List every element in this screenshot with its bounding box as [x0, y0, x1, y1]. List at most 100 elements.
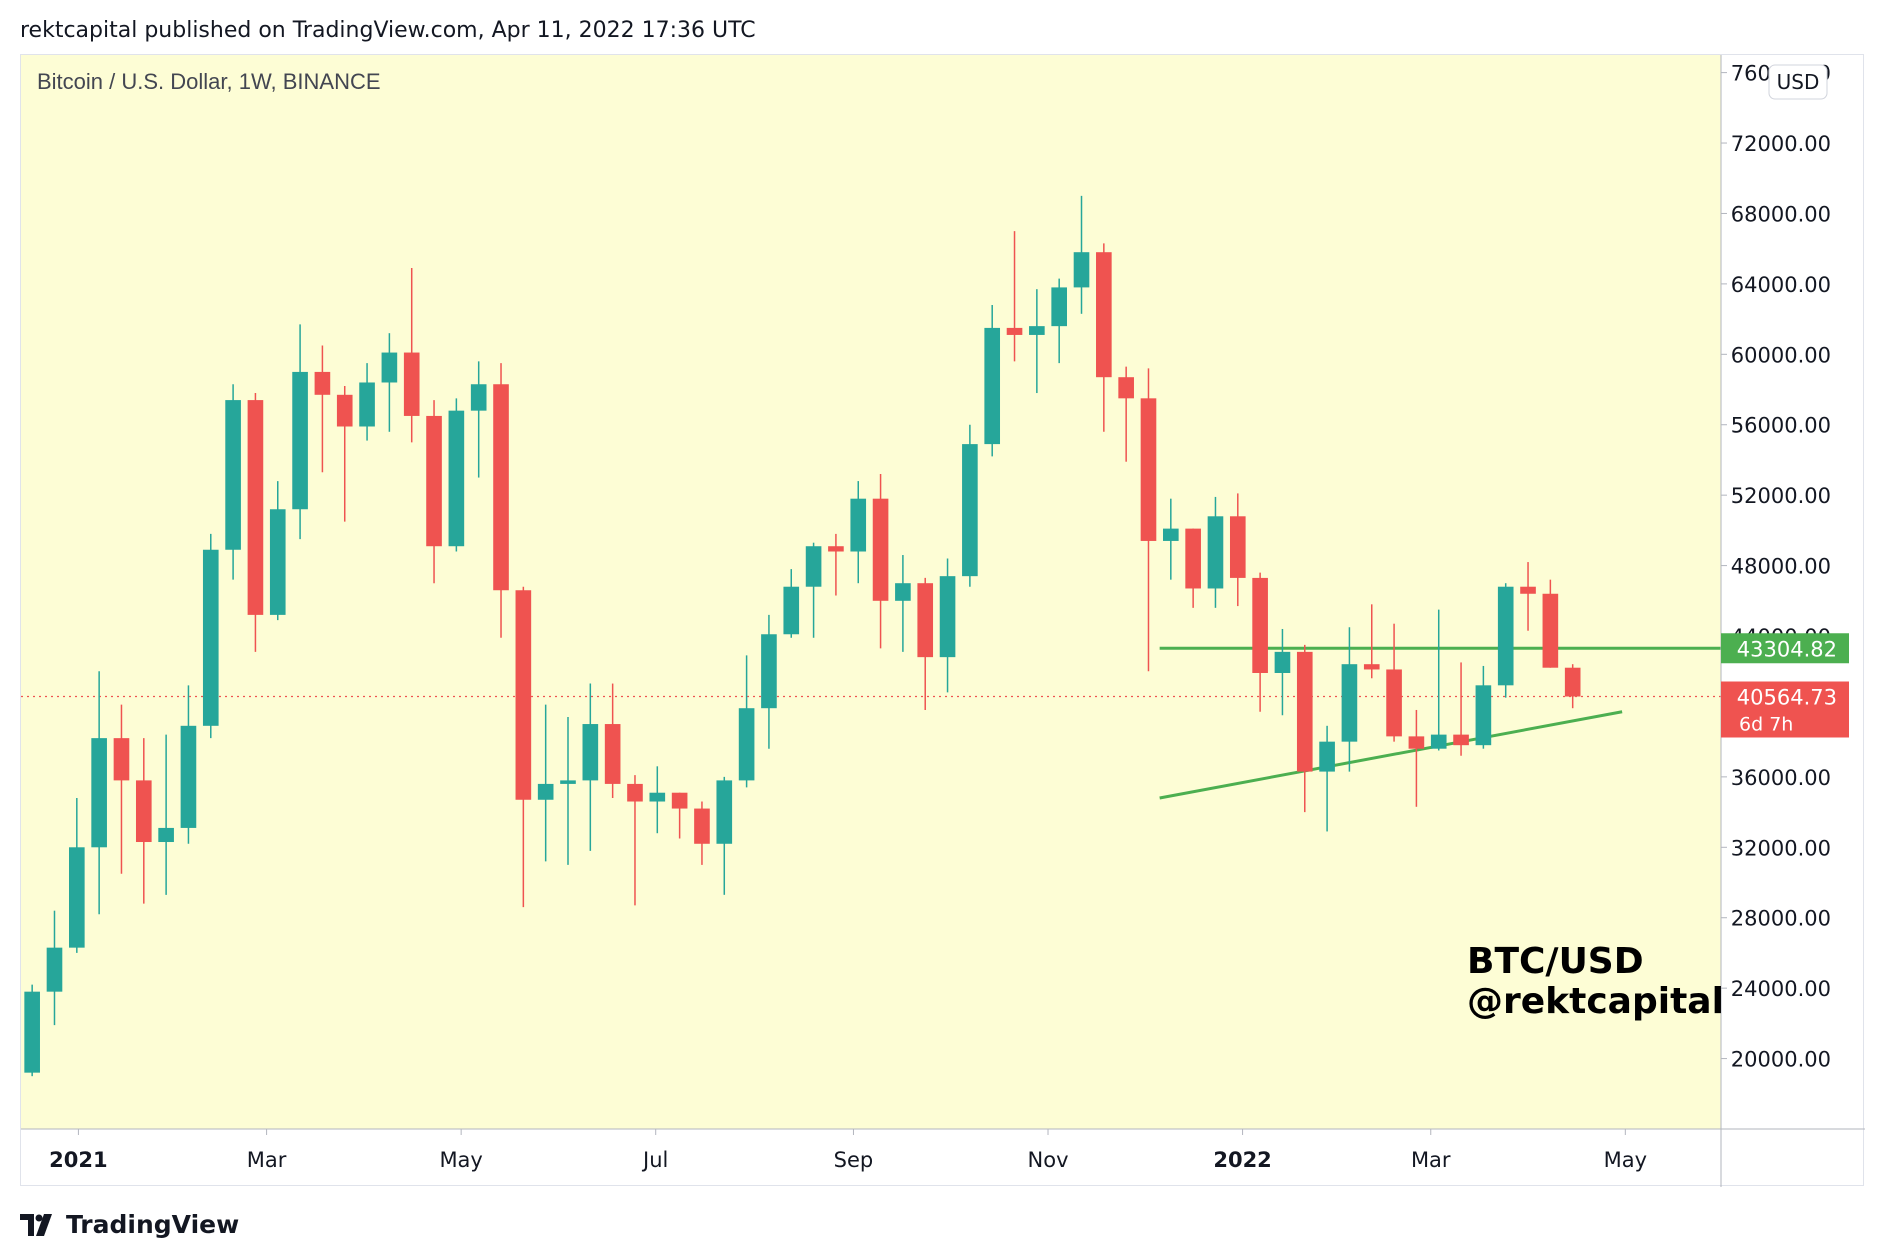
candle-body[interactable] — [895, 583, 911, 601]
candle-body[interactable] — [939, 576, 956, 658]
candle-body[interactable] — [1296, 651, 1313, 772]
candle-body[interactable] — [381, 352, 398, 383]
candle[interactable] — [1207, 496, 1224, 608]
candle[interactable] — [939, 558, 956, 693]
candle-body[interactable] — [269, 509, 286, 615]
candle[interactable] — [1319, 725, 1335, 832]
candle[interactable] — [426, 400, 442, 584]
candle[interactable] — [1497, 583, 1514, 698]
candle-body[interactable] — [716, 780, 733, 844]
candle[interactable] — [850, 481, 867, 584]
candle[interactable] — [1564, 664, 1581, 709]
candle[interactable] — [649, 766, 666, 834]
candle-body[interactable] — [1386, 669, 1402, 737]
candle-body[interactable] — [761, 634, 777, 709]
candle-body[interactable] — [1162, 528, 1179, 541]
candle-body[interactable] — [1408, 736, 1425, 749]
candle[interactable] — [1520, 562, 1536, 631]
candle[interactable] — [828, 533, 844, 596]
candle-body[interactable] — [292, 371, 308, 510]
candle-body[interactable] — [314, 371, 331, 395]
candle[interactable] — [1252, 572, 1268, 712]
candle-body[interactable] — [627, 783, 643, 802]
candle-body[interactable] — [1029, 326, 1045, 335]
candle[interactable] — [984, 305, 1001, 457]
candle-body[interactable] — [202, 549, 219, 726]
candle[interactable] — [448, 398, 465, 552]
candle-body[interactable] — [113, 738, 130, 781]
candle[interactable] — [24, 984, 40, 1077]
candle[interactable] — [1029, 289, 1045, 394]
candle[interactable] — [1475, 665, 1492, 749]
candle-body[interactable] — [1542, 593, 1559, 668]
candle-body[interactable] — [135, 780, 152, 843]
candle[interactable] — [1118, 366, 1134, 462]
candle-body[interactable] — [582, 724, 599, 781]
candle-body[interactable] — [426, 415, 442, 547]
ascending-trendline[interactable] — [1159, 710, 1623, 800]
candle-body[interactable] — [1073, 252, 1090, 288]
candle[interactable] — [1229, 493, 1246, 607]
candle-body[interactable] — [604, 724, 621, 784]
candle-body[interactable] — [1051, 287, 1067, 327]
candle[interactable] — [113, 704, 130, 874]
candle[interactable] — [91, 671, 107, 915]
candle-body[interactable] — [984, 327, 1001, 445]
candle-body[interactable] — [1252, 577, 1268, 673]
candle[interactable] — [1430, 609, 1447, 751]
candle-body[interactable] — [828, 546, 844, 552]
candle[interactable] — [627, 775, 643, 906]
candle[interactable] — [1006, 231, 1023, 362]
candle-body[interactable] — [1520, 586, 1536, 594]
candle-body[interactable] — [336, 394, 353, 427]
candle[interactable] — [805, 542, 822, 638]
candle-body[interactable] — [694, 808, 710, 844]
candle[interactable] — [359, 363, 375, 441]
candle-body[interactable] — [1229, 516, 1246, 578]
candle[interactable] — [292, 324, 308, 540]
candle[interactable] — [46, 910, 63, 1026]
candle[interactable] — [336, 386, 353, 522]
candle[interactable] — [1341, 627, 1358, 772]
candle[interactable] — [1274, 628, 1291, 716]
candle[interactable] — [604, 683, 621, 798]
candle-body[interactable] — [158, 827, 174, 843]
candle-body[interactable] — [1564, 667, 1581, 697]
candle[interactable] — [716, 776, 733, 895]
candle[interactable] — [738, 655, 755, 788]
candle[interactable] — [917, 577, 934, 710]
candle-body[interactable] — [1185, 528, 1201, 589]
candle-body[interactable] — [738, 708, 755, 781]
candle[interactable] — [962, 424, 978, 587]
candle[interactable] — [1296, 644, 1313, 813]
candle[interactable] — [314, 345, 331, 473]
candle[interactable] — [1162, 498, 1179, 580]
candle-body[interactable] — [783, 586, 800, 635]
candle[interactable] — [1073, 195, 1090, 314]
candle-body[interactable] — [850, 498, 867, 552]
candle-body[interactable] — [1319, 741, 1335, 772]
candle-body[interactable] — [403, 352, 420, 416]
candle[interactable] — [158, 734, 174, 895]
candle-body[interactable] — [872, 498, 889, 601]
candle[interactable] — [225, 384, 241, 580]
candle[interactable] — [560, 717, 576, 865]
candle-body[interactable] — [359, 382, 375, 427]
candle-body[interactable] — [69, 847, 85, 948]
candle[interactable] — [1051, 278, 1067, 364]
chart-frame[interactable]: 20000.00 24000.00 28000.00 32000.00 36000.00… — [20, 54, 1865, 1187]
candle-body[interactable] — [649, 792, 666, 802]
candle[interactable] — [1096, 243, 1112, 432]
candle-body[interactable] — [1274, 651, 1291, 673]
candle-body[interactable] — [515, 590, 532, 800]
candle-body[interactable] — [91, 738, 107, 848]
currency-badge[interactable]: USD — [1768, 64, 1828, 100]
candle[interactable] — [1542, 579, 1559, 668]
candle-body[interactable] — [493, 384, 509, 591]
candle-body[interactable] — [805, 546, 822, 587]
candle[interactable] — [671, 792, 688, 839]
candle-body[interactable] — [917, 583, 934, 658]
candle-body[interactable] — [180, 725, 197, 828]
candle-body[interactable] — [1140, 398, 1157, 541]
candle-body[interactable] — [1453, 734, 1469, 746]
